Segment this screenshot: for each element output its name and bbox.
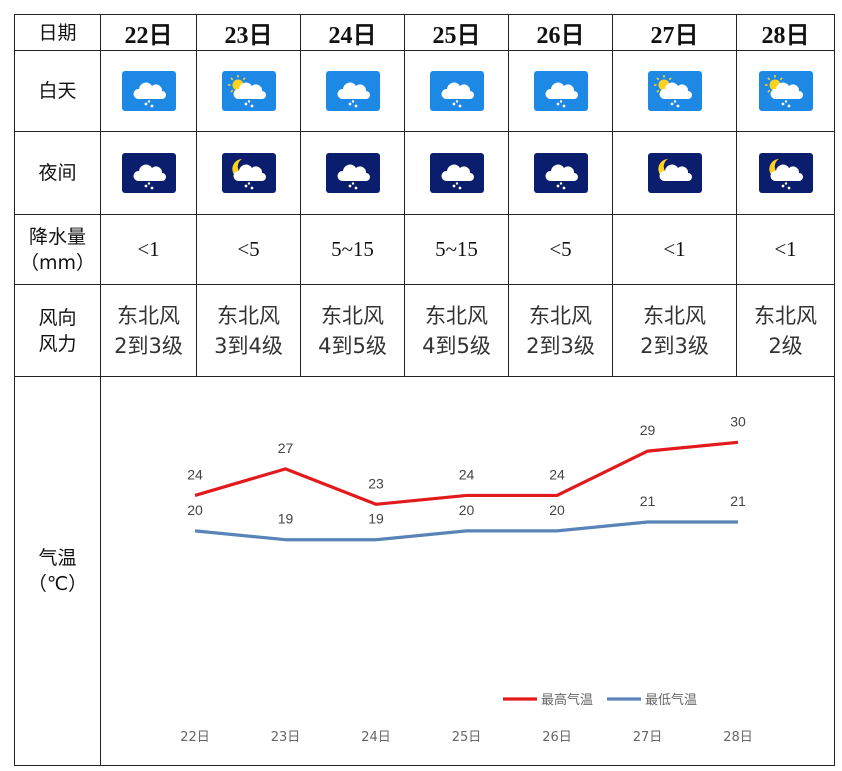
temperature-label: 气温 （℃） — [14, 376, 101, 766]
x-tick-label: 27日 — [633, 730, 663, 745]
data-label: 24 — [549, 466, 565, 482]
x-tick-label: 22日 — [180, 730, 210, 745]
day-label: 白天 — [14, 50, 101, 132]
wind-cell: 东北风 4到5级 — [404, 284, 509, 377]
date-cell: 27日 — [612, 14, 737, 51]
rain-icon — [121, 71, 176, 111]
rain-icon — [533, 71, 588, 111]
rain-icon — [325, 71, 380, 111]
wind-label: 风向 风力 — [14, 284, 101, 377]
wind-cell: 东北风 2到3级 — [612, 284, 737, 377]
legend-label: 最低气温 — [645, 692, 697, 708]
precip-label: 降水量 （mm） — [14, 214, 101, 285]
date-cell: 28日 — [736, 14, 835, 51]
x-tick-label: 26日 — [542, 730, 572, 745]
x-tick-label: 25日 — [452, 730, 482, 745]
temperature-chart-cell: 24 27 23 24 24 29 30 20 19 19 20 20 21 21 22日 23日 24日 25日… — [100, 376, 835, 766]
moon-cloud-rain-icon — [221, 153, 276, 193]
series-line-high — [194, 440, 739, 506]
precip-cell: <1 — [736, 214, 835, 285]
temperature-line-chart: 24 27 23 24 24 29 30 20 19 19 20 20 21 21 22日 23日 24日 25日… — [180, 413, 753, 745]
precip-cell: <5 — [196, 214, 301, 285]
data-label: 19 — [368, 510, 384, 526]
precip-cell: 5~15 — [300, 214, 405, 285]
data-label: 29 — [640, 422, 656, 438]
data-label: 27 — [278, 439, 294, 455]
rain-icon — [429, 71, 484, 111]
sun-cloud-rain-icon — [221, 71, 276, 111]
moon-cloud-rain-icon — [758, 153, 813, 193]
precip-cell: <1 — [100, 214, 197, 285]
data-label: 20 — [187, 501, 203, 517]
wind-cell: 东北风 3到4级 — [196, 284, 301, 377]
wind-row: 风向 风力 东北风 2到3级 东北风 3到4级 东北风 4到5级 东北风 4到5级 东北… — [14, 284, 835, 377]
x-tick-label: 28日 — [723, 730, 753, 745]
date-label: 日期 — [14, 14, 101, 51]
night-rain-icon — [325, 153, 380, 193]
data-label: 24 — [459, 466, 475, 482]
wind-cell: 东北风 2到3级 — [100, 284, 197, 377]
night-rain-icon — [121, 153, 176, 193]
sun-cloud-rain-icon — [758, 71, 813, 111]
data-label: 20 — [459, 501, 475, 517]
forecast-table: 日期 22日 23日 24日 25日 26日 27日 28日 白天 夜间 — [14, 14, 835, 766]
precip-row: 降水量 （mm） <1 <5 5~15 5~15 <5 <1 <1 — [14, 214, 835, 285]
precip-cell: 5~15 — [404, 214, 509, 285]
series-line-low — [194, 519, 738, 541]
wind-cell: 东北风 4到5级 — [300, 284, 405, 377]
data-label: 23 — [368, 475, 384, 491]
date-cell: 23日 — [196, 14, 301, 51]
data-label: 19 — [278, 510, 294, 526]
data-label: 30 — [730, 413, 746, 429]
date-row: 日期 22日 23日 24日 25日 26日 27日 28日 — [14, 14, 835, 51]
date-cell: 26日 — [508, 14, 613, 51]
date-cell: 25日 — [404, 14, 509, 51]
precip-cell: <1 — [612, 214, 737, 285]
wind-cell: 东北风 2级 — [736, 284, 835, 377]
x-tick-label: 23日 — [271, 730, 301, 745]
wind-cell: 东北风 2到3级 — [508, 284, 613, 377]
temperature-row: 气温 （℃） 24 27 23 24 24 29 30 20 19 19 20 20 21 21 22日 23… — [14, 376, 835, 766]
night-label: 夜间 — [14, 131, 101, 215]
data-label: 21 — [730, 493, 746, 509]
night-rain-icon — [533, 153, 588, 193]
sun-cloud-rain-icon — [647, 71, 702, 111]
data-label: 21 — [640, 493, 656, 509]
precip-cell: <5 — [508, 214, 613, 285]
x-tick-label: 24日 — [361, 730, 391, 745]
data-label: 24 — [187, 466, 203, 482]
date-cell: 24日 — [300, 14, 405, 51]
night-rain-icon — [429, 153, 484, 193]
data-label: 20 — [549, 501, 565, 517]
night-weather-row: 夜间 — [14, 131, 835, 215]
day-weather-row: 白天 — [14, 50, 835, 132]
moon-cloud-icon — [647, 153, 702, 193]
legend-label: 最高气温 — [541, 692, 593, 708]
date-cell: 22日 — [100, 14, 197, 51]
